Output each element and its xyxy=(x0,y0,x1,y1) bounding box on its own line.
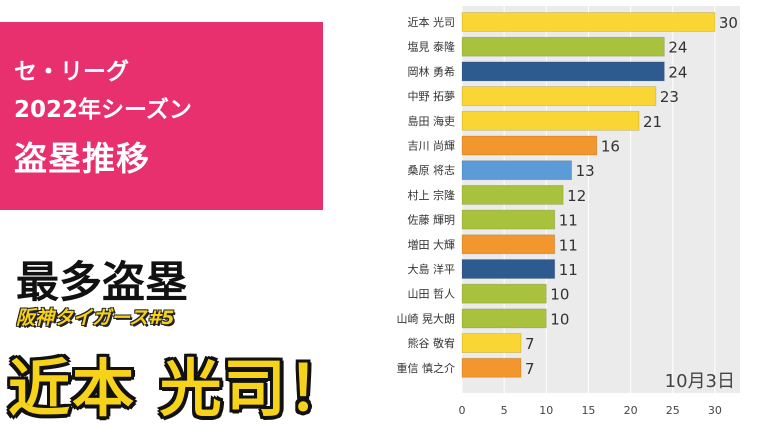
bar xyxy=(461,61,665,82)
bar xyxy=(461,110,640,131)
x-tick-label: 5 xyxy=(501,404,508,417)
bar xyxy=(461,12,716,32)
bar xyxy=(461,160,572,181)
value-label: 7 xyxy=(525,360,535,378)
category-label: 近本 光司 xyxy=(408,15,456,29)
bar xyxy=(461,234,556,255)
value-label: 7 xyxy=(525,335,535,353)
value-label: 24 xyxy=(668,63,687,81)
category-label: 吉川 尚輝 xyxy=(408,139,456,153)
bar xyxy=(461,135,598,156)
category-label: 熊谷 敬宥 xyxy=(408,336,456,350)
value-label: 30 xyxy=(719,14,738,32)
value-label: 23 xyxy=(660,88,679,106)
x-tick-label: 25 xyxy=(666,404,680,417)
category-label: 塩見 泰隆 xyxy=(408,40,456,54)
bar xyxy=(461,209,556,230)
bar xyxy=(461,283,547,304)
category-label: 佐藤 輝明 xyxy=(408,213,456,227)
headline: 最多盗塁 xyxy=(16,258,188,308)
category-label: 大島 洋平 xyxy=(408,262,456,276)
category-label: 山田 哲人 xyxy=(408,288,456,301)
category-label: 岡林 勇希 xyxy=(408,64,456,78)
category-label: 山崎 晃大朗 xyxy=(397,311,456,325)
player-name: 近本 光司！ xyxy=(8,352,352,425)
value-label: 11 xyxy=(559,236,578,254)
value-label: 11 xyxy=(559,212,578,230)
x-tick-label: 0 xyxy=(459,404,466,417)
category-label: 中野 拓夢 xyxy=(408,89,456,103)
x-tick-label: 15 xyxy=(581,404,595,417)
team-label: 阪神タイガース#5 xyxy=(16,307,175,329)
value-label: 24 xyxy=(668,39,687,57)
panel-title: 盗塁推移 xyxy=(14,139,150,178)
category-label: 重信 慎之介 xyxy=(397,361,456,375)
bar xyxy=(461,86,657,106)
panel-season: 2022年シーズン xyxy=(14,97,192,123)
bar xyxy=(461,36,665,57)
bar xyxy=(461,333,522,354)
bar xyxy=(461,184,564,205)
category-label: 増田 大輝 xyxy=(408,237,456,251)
value-label: 16 xyxy=(601,138,620,156)
value-label: 10 xyxy=(550,310,569,328)
value-label: 12 xyxy=(567,187,586,205)
value-label: 21 xyxy=(643,113,662,131)
bar xyxy=(461,357,522,378)
date-label: 10月3日 xyxy=(665,371,735,392)
x-tick-label: 30 xyxy=(708,404,722,417)
category-label: 村上 宗隆 xyxy=(408,188,456,202)
category-label: 島田 海吏 xyxy=(408,114,456,128)
category-label: 桑原 将志 xyxy=(408,164,456,177)
value-label: 11 xyxy=(559,261,578,279)
panel-league: セ・リーグ xyxy=(14,59,129,85)
bar xyxy=(461,259,556,279)
value-label: 13 xyxy=(576,162,595,180)
x-tick-label: 10 xyxy=(539,404,553,417)
bar xyxy=(461,308,547,329)
value-label: 10 xyxy=(550,286,569,304)
x-tick-label: 20 xyxy=(624,404,638,417)
title-panel: セ・リーグ 2022年シーズン 盗塁推移 xyxy=(0,22,323,210)
